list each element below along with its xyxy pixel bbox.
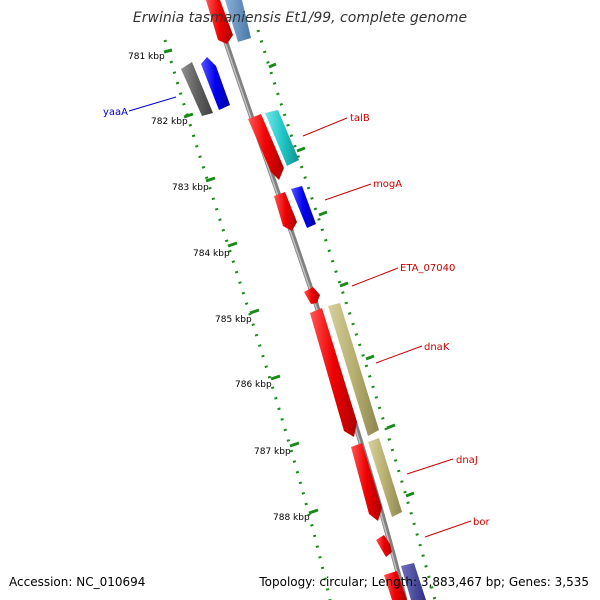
map-title: Erwinia tasmaniensis Et1/99, complete ge… bbox=[133, 10, 467, 26]
tick-label-786: 786 kbp bbox=[235, 380, 272, 390]
tick-label-785: 785 kbp bbox=[215, 315, 252, 325]
gene-partial-bottom bbox=[384, 563, 426, 600]
leader-mogA bbox=[324, 183, 372, 201]
gene-bor[interactable] bbox=[376, 535, 392, 557]
leader-bor bbox=[424, 520, 472, 538]
gene-dnaJ[interactable] bbox=[351, 438, 402, 521]
gene-label-talB: talB bbox=[350, 113, 370, 124]
genome-stats-text: Topology: circular; Length: 3,883,467 bp… bbox=[258, 575, 589, 589]
major-ticks bbox=[163, 48, 415, 515]
gene-label-yaaA: yaaA bbox=[103, 107, 128, 118]
gene-partial-top bbox=[206, 0, 251, 44]
gene-yaaA[interactable] bbox=[181, 57, 230, 116]
gene-label-bor: bor bbox=[473, 517, 490, 528]
tick-label-787: 787 kbp bbox=[254, 447, 291, 457]
leader-ETA_07040 bbox=[351, 267, 399, 287]
gene-label-dnaJ: dnaJ bbox=[456, 455, 478, 466]
gene-label-dnaK: dnaK bbox=[424, 342, 450, 353]
tick-label-788: 788 kbp bbox=[273, 513, 310, 523]
leader-dnaK bbox=[375, 345, 423, 364]
leader-talB bbox=[302, 117, 348, 137]
tick-label-783: 783 kbp bbox=[172, 183, 209, 193]
gene-ETA_07040[interactable] bbox=[304, 287, 320, 304]
outer-tick-ring bbox=[256, 29, 437, 600]
gene-label-ETA_07040: ETA_07040 bbox=[400, 263, 455, 274]
leader-dnaJ bbox=[406, 458, 454, 475]
accession-text: Accession: NC_010694 bbox=[9, 575, 145, 589]
tick-label-782: 782 kbp bbox=[151, 117, 188, 127]
leader-yaaA bbox=[128, 96, 177, 112]
gene-talB[interactable] bbox=[248, 110, 299, 180]
tick-label-781: 781 kbp bbox=[128, 52, 165, 62]
gene-dnaK[interactable] bbox=[310, 303, 379, 437]
gene-label-mogA: mogA bbox=[373, 179, 402, 190]
tick-label-784: 784 kbp bbox=[193, 249, 230, 259]
gene-mogA[interactable] bbox=[274, 186, 316, 231]
